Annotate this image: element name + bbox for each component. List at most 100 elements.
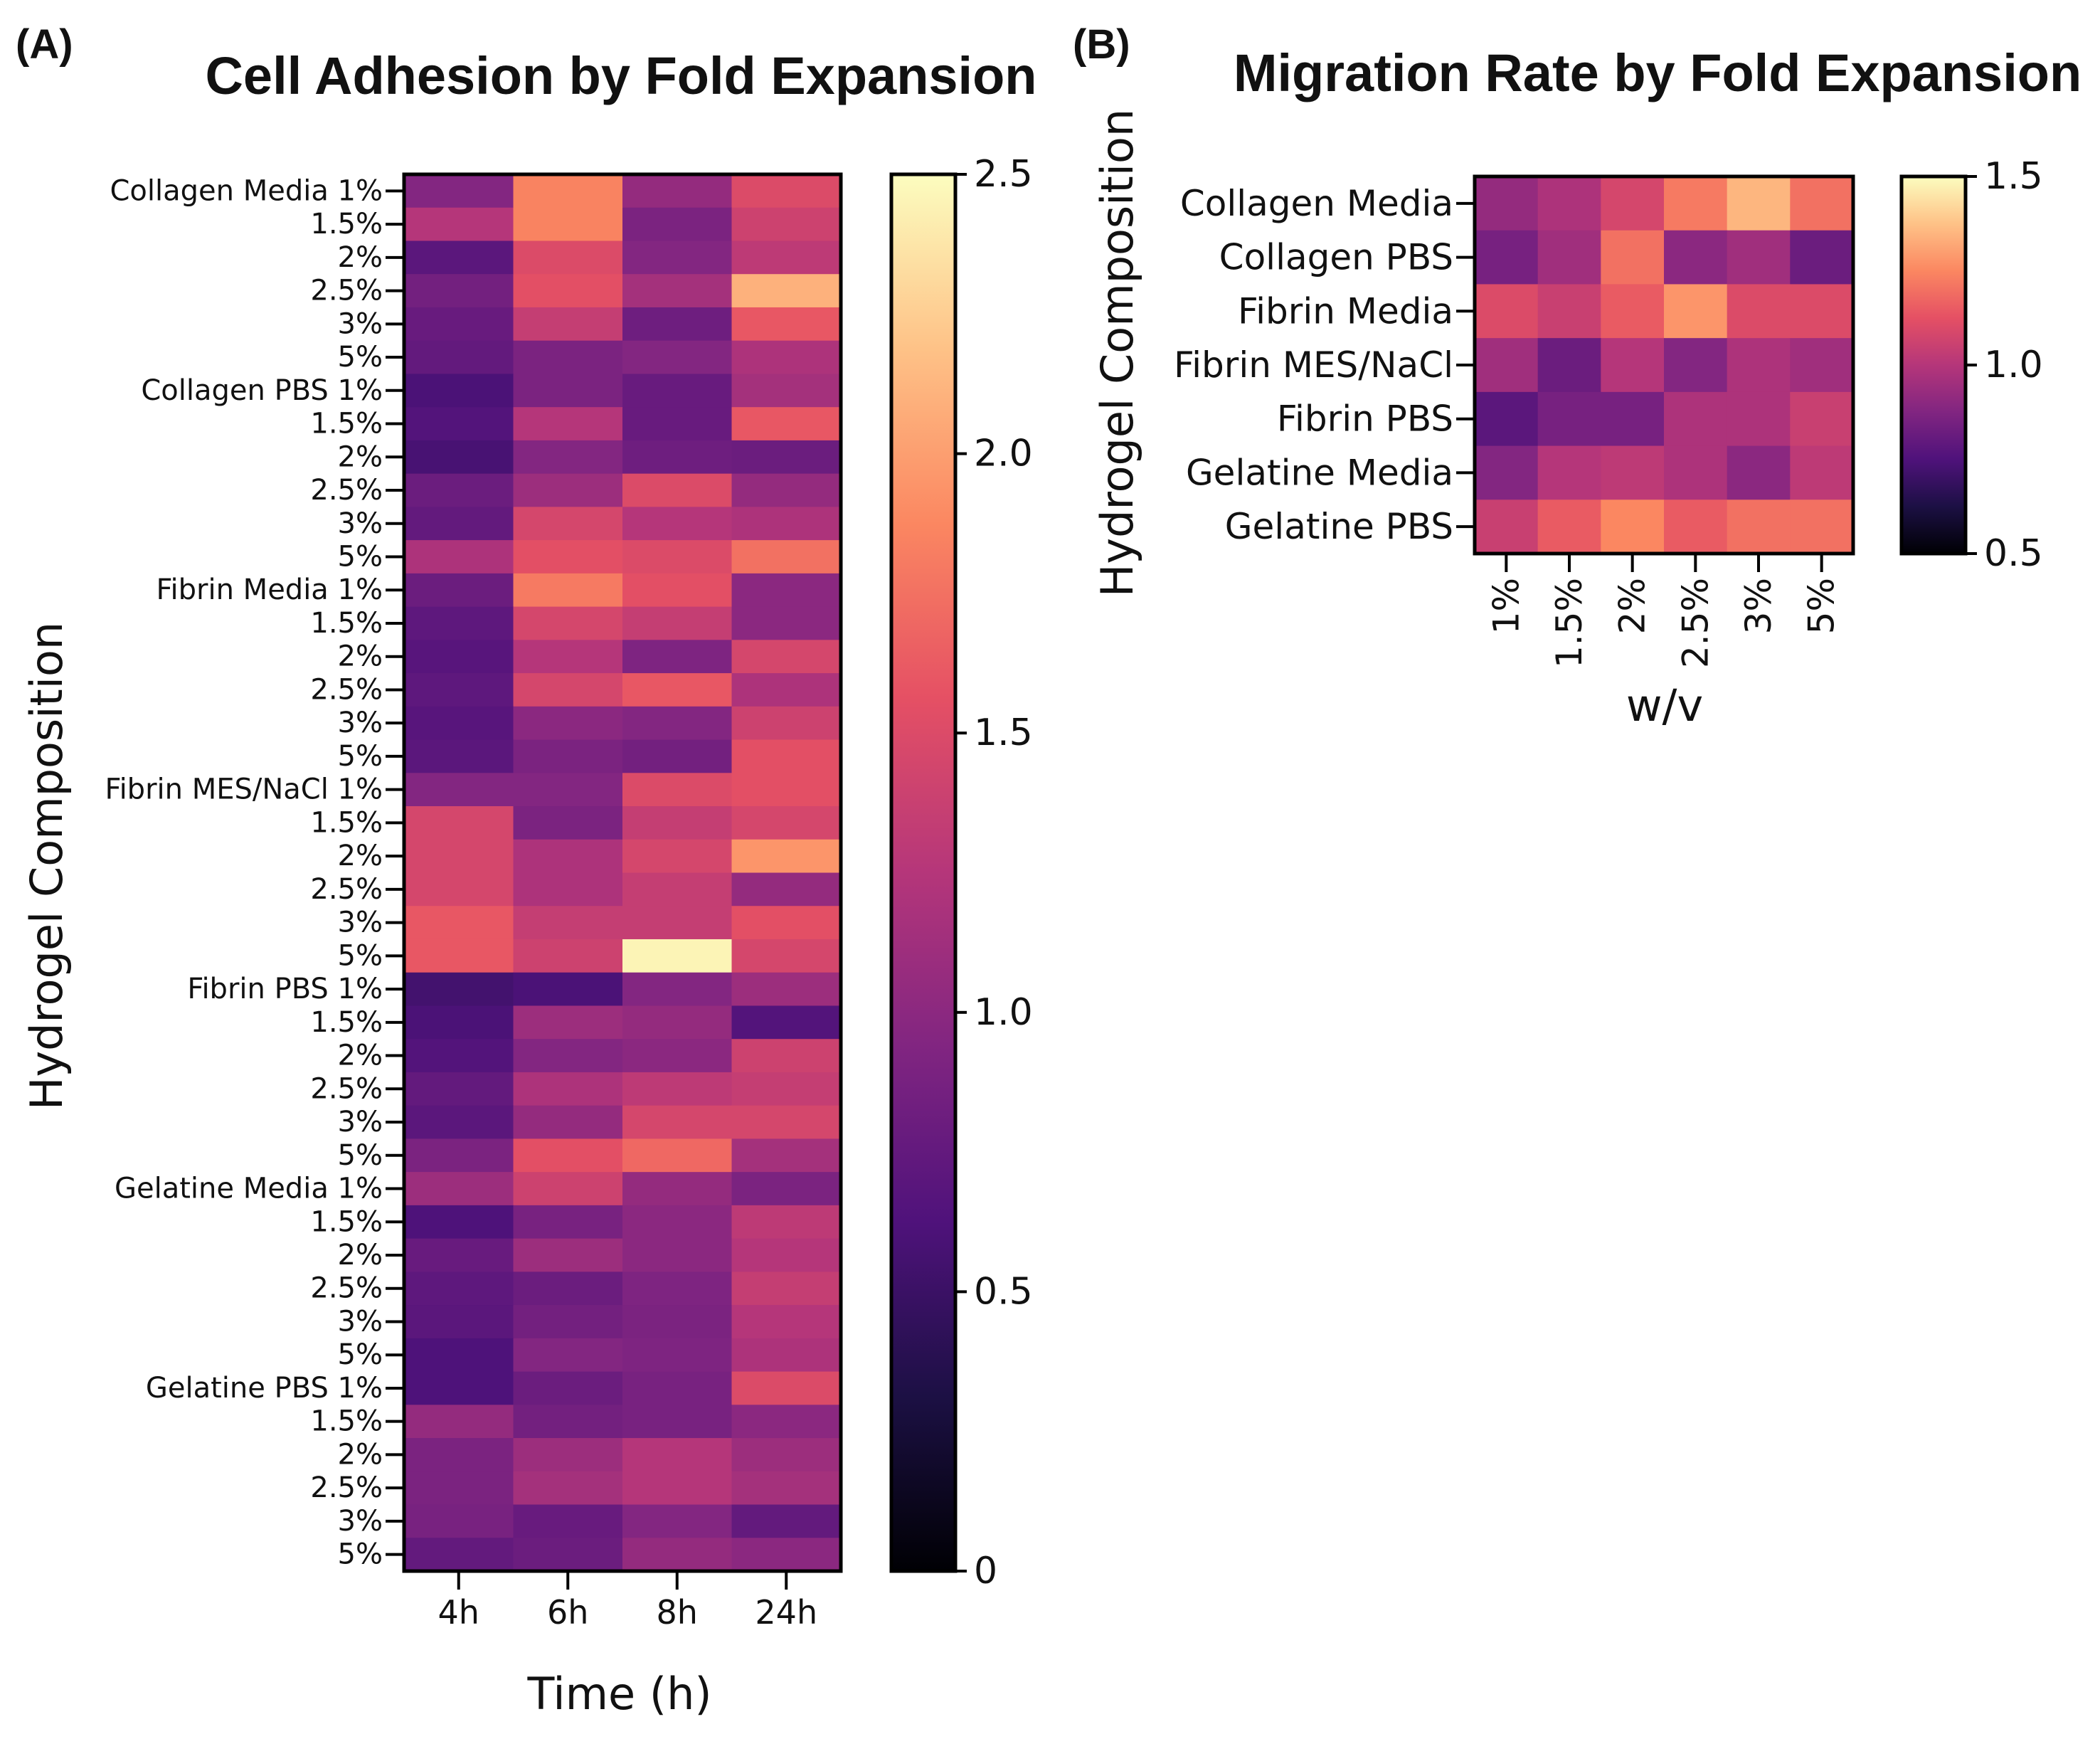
heatmap-cell	[404, 540, 514, 574]
heatmap-cell	[404, 773, 514, 807]
y-tick-label: Gelatine Media 1%	[115, 1173, 383, 1205]
heatmap-cell	[1475, 230, 1539, 285]
heatmap-cell	[622, 673, 733, 707]
heatmap-cell	[1601, 391, 1665, 447]
heatmap-cell	[513, 673, 623, 707]
y-tick-label: 3%	[338, 507, 383, 540]
heatmap-cell	[622, 806, 733, 840]
heatmap-cell	[1475, 338, 1539, 393]
y-tick-label: 2%	[338, 1239, 383, 1272]
y-tick-label: 5%	[338, 540, 383, 573]
heatmap-cell	[731, 706, 842, 741]
heatmap-cell	[731, 473, 842, 507]
heatmap-cell	[404, 1338, 514, 1373]
y-tick-label: 5%	[338, 740, 383, 773]
heatmap-cell	[404, 473, 514, 507]
y-tick-label: Collagen PBS	[1219, 237, 1453, 278]
heatmap-cell	[404, 640, 514, 674]
heatmap-cell	[731, 1405, 842, 1439]
y-tick-label: 3%	[338, 1106, 383, 1138]
panel-b-xlabel: w/v	[1626, 680, 1703, 731]
colorbar-tick-label: 1.5	[1984, 155, 2043, 198]
y-tick-label: 1.5%	[310, 1205, 383, 1238]
heatmap-cell	[404, 872, 514, 906]
y-tick-label: 1.5%	[310, 208, 383, 240]
heatmap-cell	[731, 1471, 842, 1506]
heatmap-cell	[513, 606, 623, 640]
heatmap-cell	[622, 872, 733, 906]
heatmap-cell	[513, 872, 623, 906]
heatmap-cell	[731, 673, 842, 707]
colorbar-tick-label: 2.0	[974, 433, 1033, 475]
heatmap-cell	[404, 972, 514, 1007]
heatmap-cell	[1475, 500, 1539, 554]
heatmap-cell	[513, 1138, 623, 1173]
y-tick-label: Collagen Media	[1180, 183, 1453, 224]
y-tick-label: 1.5%	[310, 1405, 383, 1438]
colorbar-tick-label: 2.5	[974, 153, 1033, 196]
x-tick-label: 8h	[657, 1593, 698, 1632]
heatmap-cell	[1727, 284, 1791, 339]
heatmap-cell	[622, 1138, 733, 1173]
heatmap-cell	[513, 240, 623, 275]
panel-a-heatmap: Collagen Media 1%1.5%2%2.5%3%5%Collagen …	[105, 153, 1032, 1632]
heatmap-cell	[1727, 500, 1791, 554]
heatmap-cell	[1664, 338, 1728, 393]
heatmap-cell	[1790, 500, 1854, 554]
heatmap-cell	[731, 1172, 842, 1206]
heatmap-cell	[731, 174, 842, 208]
colorbar-tick-label: 0.5	[974, 1270, 1033, 1313]
y-tick-label: 2%	[338, 840, 383, 872]
heatmap-cell	[404, 1005, 514, 1040]
heatmap-cell	[513, 939, 623, 973]
heatmap-cell	[622, 1471, 733, 1506]
heatmap-cell	[513, 1272, 623, 1306]
heatmap-cell	[731, 240, 842, 275]
y-tick-label: 3%	[338, 307, 383, 340]
heatmap-cell	[731, 872, 842, 906]
y-tick-label: 5%	[338, 1538, 383, 1571]
panel-a-label: (A)	[16, 21, 73, 68]
panel-b-title: Migration Rate by Fold Expansion	[1234, 43, 2082, 102]
heatmap-cell	[731, 207, 842, 242]
heatmap-cell	[622, 1005, 733, 1040]
plot-frame	[402, 172, 843, 1573]
heatmap-cell	[731, 1338, 842, 1373]
y-tick-label: 2%	[338, 1040, 383, 1072]
heatmap-cell	[404, 1371, 514, 1405]
heatmap-cell	[1664, 230, 1728, 285]
heatmap-cell	[731, 1238, 842, 1272]
heatmap-cell	[513, 207, 623, 242]
heatmap-cell	[1664, 284, 1728, 339]
heatmap-cell	[404, 1039, 514, 1073]
heatmap-cell	[731, 573, 842, 608]
heatmap-cell	[731, 640, 842, 674]
heatmap-cell	[513, 1172, 623, 1206]
heatmap-cell	[622, 374, 733, 408]
heatmap-cell	[513, 1538, 623, 1572]
heatmap-cell	[622, 1504, 733, 1538]
heatmap-cell	[404, 1205, 514, 1240]
y-tick-label: 2%	[338, 640, 383, 673]
heatmap-cell	[404, 1105, 514, 1140]
heatmap-cell	[731, 1538, 842, 1572]
heatmap-cell	[513, 1405, 623, 1439]
heatmap-cell	[731, 773, 842, 807]
heatmap-cell	[622, 473, 733, 507]
heatmap-cell	[1537, 338, 1601, 393]
heatmap-cell	[731, 806, 842, 840]
heatmap-cell	[1475, 445, 1539, 500]
heatmap-cell	[622, 1105, 733, 1140]
heatmap-cell	[622, 240, 733, 275]
heatmap-cell	[1537, 176, 1601, 231]
y-tick-label: Fibrin Media 1%	[156, 574, 383, 606]
y-tick-label: Fibrin PBS	[1277, 398, 1453, 440]
heatmap-cell	[404, 507, 514, 541]
heatmap-cell	[404, 573, 514, 608]
heatmap-cell	[513, 972, 623, 1007]
heatmap-cell	[622, 174, 733, 208]
x-tick-label: 2%	[1612, 578, 1653, 634]
heatmap-cell	[622, 1305, 733, 1339]
heatmap-cell	[731, 1105, 842, 1140]
heatmap-cell	[513, 507, 623, 541]
